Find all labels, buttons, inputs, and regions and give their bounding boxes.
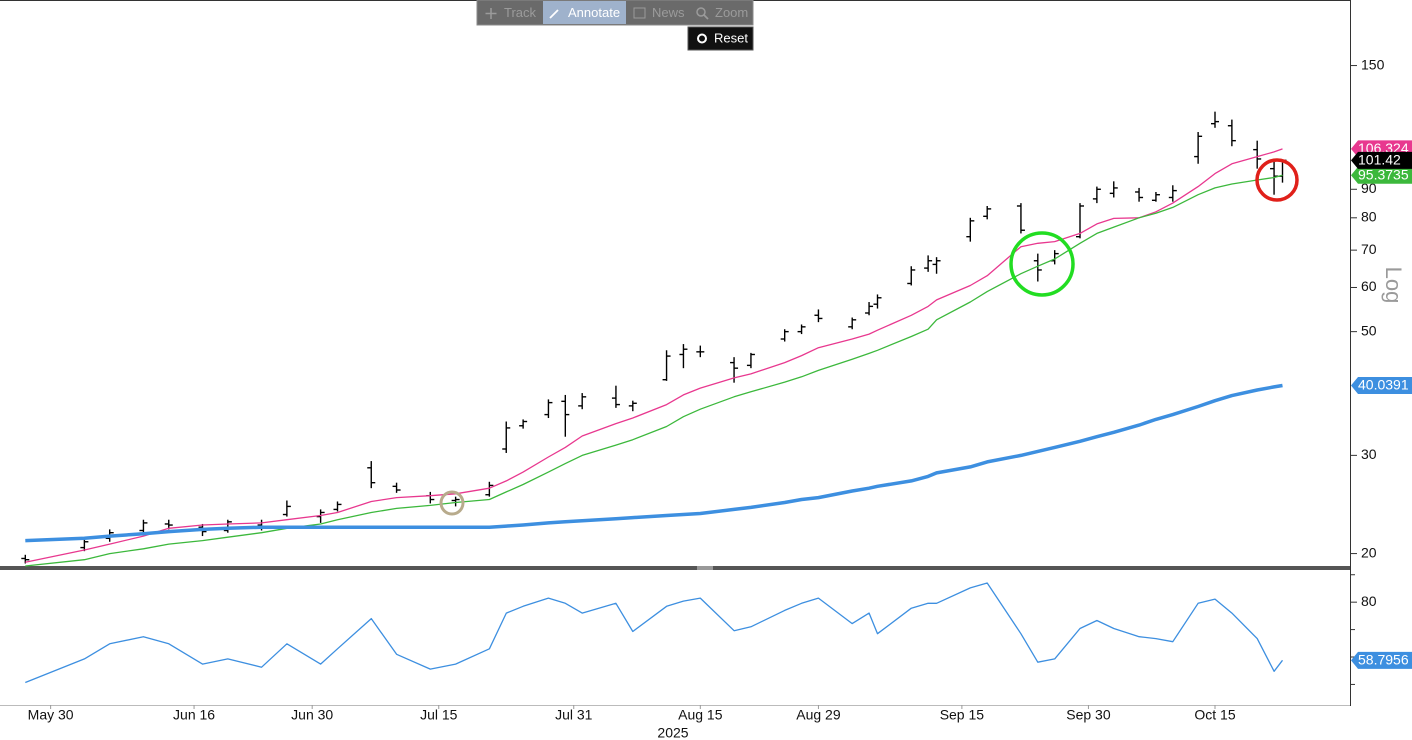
y-tick-label: 50 (1361, 322, 1377, 338)
x-tick-label: Jul 15 (420, 707, 458, 723)
y-tick-label: 150 (1361, 56, 1385, 72)
panel-separator (0, 566, 1350, 570)
y-tick-label: 80 (1361, 209, 1377, 225)
annotation-circle (1255, 158, 1299, 202)
x-tick-label: Jul 31 (555, 707, 593, 723)
price-tag-label: 95.3735 (1358, 166, 1409, 182)
price-tag-label: 58.7956 (1358, 652, 1409, 668)
zoom-button[interactable] (690, 1, 752, 24)
annotation-circle (439, 490, 465, 516)
toolbar-label: Annotate (568, 5, 620, 20)
annotation-circle (1009, 231, 1075, 297)
price-tag (1351, 166, 1412, 184)
toolbar-label: News (652, 5, 685, 20)
reset-label: Reset (714, 30, 748, 45)
reset-button[interactable] (687, 26, 754, 51)
reset-icon (697, 33, 707, 44)
y-tick-label: 70 (1361, 241, 1377, 257)
series-line (25, 174, 1283, 567)
x-tick-label: Jun 30 (291, 707, 333, 723)
x-tick-label: Oct 15 (1194, 707, 1235, 723)
separator-handle (697, 566, 713, 570)
price-tag (1351, 376, 1412, 394)
y-tick-label: 60 (1361, 278, 1377, 294)
x-tick-label: Aug 15 (678, 707, 723, 723)
x-tick-label: Jun 16 (173, 707, 215, 723)
price-tag (1351, 151, 1412, 169)
track-icon (485, 8, 497, 19)
series-line (25, 148, 1283, 563)
y-tick-label: 80 (1361, 593, 1377, 609)
scale-label: Log (1381, 267, 1406, 304)
toolbar: Track Annotate News Zoom Reset (476, 0, 754, 51)
zoom-icon (703, 14, 709, 20)
price-tag (1351, 651, 1412, 669)
series-line (25, 383, 1283, 543)
annotate-button[interactable] (543, 1, 626, 24)
toolbar-label: Track (504, 5, 537, 20)
marks: 20 30 50 60 70 80 90 150 Log 80 May 30 Jun 16 Jun 30… (21, 56, 1406, 740)
x-tick-label: Sep 15 (940, 707, 985, 723)
track-button[interactable] (478, 1, 542, 24)
y-tick-label: 90 (1361, 180, 1377, 196)
zoom-icon (696, 7, 706, 17)
price-tag-label: 40.0391 (1358, 377, 1409, 393)
y-tick-label: 20 (1361, 544, 1377, 560)
price-tag-label: 101.42 (1358, 152, 1401, 168)
x-tick-label: May 30 (28, 707, 74, 723)
news-icon (633, 7, 646, 19)
y-tick-label: 30 (1361, 446, 1377, 462)
series-line (25, 582, 1284, 684)
x-tick-label: Aug 29 (796, 707, 841, 723)
annotate-icon (549, 9, 559, 19)
toolbar-label: Zoom (715, 5, 748, 20)
x-axis-label: 2025 (657, 725, 688, 740)
x-tick-label: Sep 30 (1066, 707, 1111, 723)
